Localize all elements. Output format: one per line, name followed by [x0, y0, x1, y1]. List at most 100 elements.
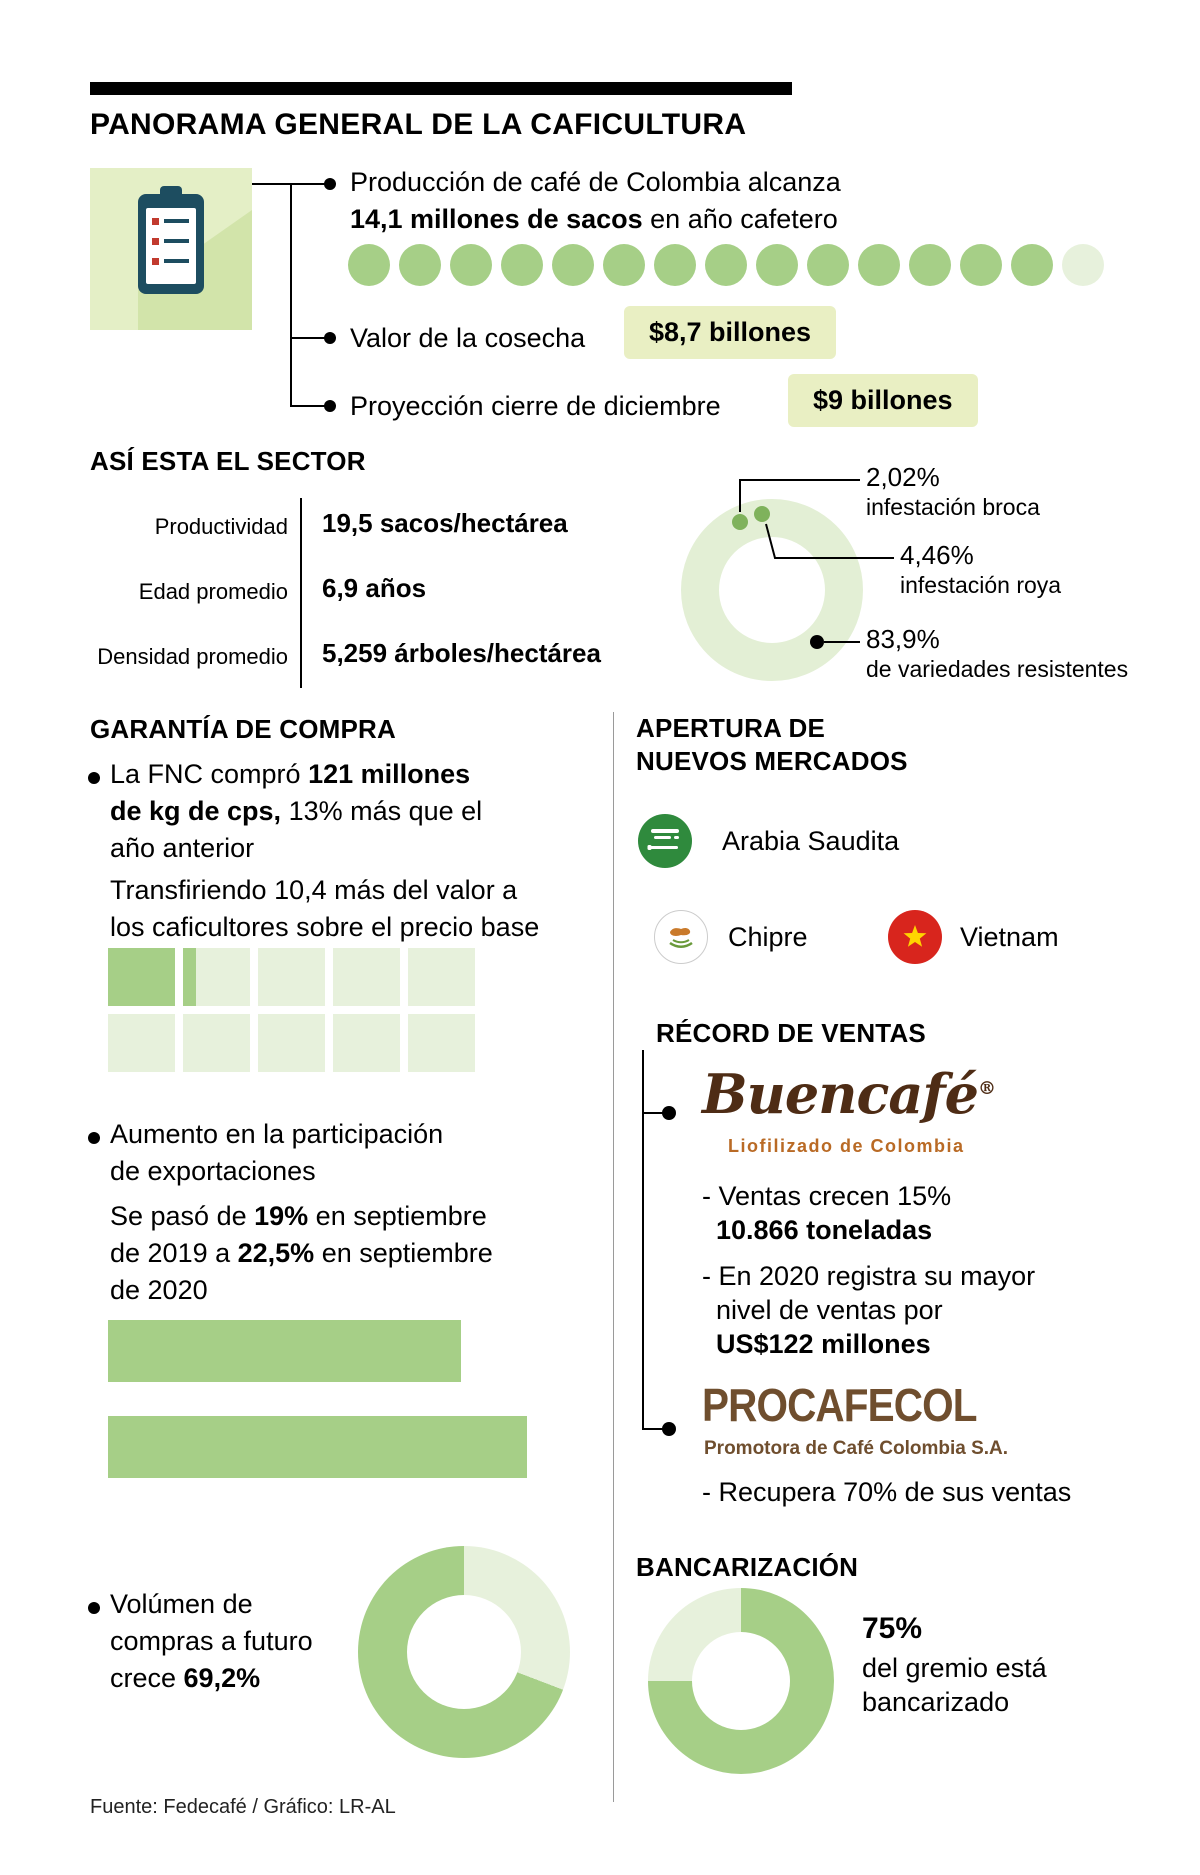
projection-pill: $9 billones	[788, 374, 978, 427]
exports-text: Aumento en la participación de exportaci…	[110, 1119, 444, 1186]
bullet-dot	[324, 400, 336, 412]
production-dot	[807, 244, 849, 286]
sector-donut-chart	[681, 479, 894, 681]
banking-label-line2: bancarizado	[862, 1687, 1010, 1717]
production-dot	[654, 244, 696, 286]
header-rule	[90, 82, 792, 95]
table-row-label: Densidad promedio	[97, 644, 288, 669]
table-row-label: Edad promedio	[138, 579, 288, 604]
connector-line	[642, 1428, 668, 1430]
table-row-value: 6,9 años	[322, 573, 427, 603]
bullet-dot	[662, 1422, 676, 1436]
donut-hole	[407, 1595, 521, 1709]
waffle-chart	[108, 948, 475, 1072]
waffle-cell	[333, 1014, 400, 1072]
waffle-cell	[183, 1014, 250, 1072]
futures-donut	[358, 1546, 570, 1758]
production-dot	[501, 244, 543, 286]
bullet-dot	[88, 1602, 100, 1614]
production-value: 14,1 millones de sacos	[350, 204, 643, 234]
vietnam-flag-icon	[888, 910, 942, 964]
production-dot	[348, 244, 390, 286]
procafecol-logo: PROCAFECOL	[702, 1379, 977, 1431]
saudi-arabia-flag-icon	[638, 814, 692, 868]
waffle-cell	[408, 948, 475, 1006]
report-clipboard-icon	[90, 168, 252, 330]
production-dot	[552, 244, 594, 286]
callout-roya-label: infestación roya	[900, 572, 1062, 598]
production-dot	[1011, 244, 1053, 286]
connector-line	[290, 337, 326, 339]
callout-broca-value: 2,02%	[866, 462, 940, 492]
sector-heading: ASÍ ESTA EL SECTOR	[90, 446, 366, 476]
transfer-text: Transfiriendo 10,4 más del valor a los c…	[110, 875, 540, 942]
bullet-dot	[324, 332, 336, 344]
banking-label-line1: del gremio está	[862, 1653, 1047, 1683]
production-dot	[603, 244, 645, 286]
waffle-cell	[408, 1014, 475, 1072]
buencafe-sales-tons: 10.866 toneladas	[716, 1215, 933, 1245]
callout-resistentes-value: 83,9%	[866, 624, 940, 654]
production-dot	[858, 244, 900, 286]
registered-mark: ®	[977, 1078, 996, 1099]
buencafe-logo: Buencafé®	[702, 1062, 996, 1126]
production-dot	[705, 244, 747, 286]
production-dot	[756, 244, 798, 286]
production-dot-row	[348, 244, 1104, 286]
source-credit: Fuente: Fedecafé / Gráfico: LR-AL	[90, 1796, 396, 1818]
buencafe-sales-value: US$122 millones	[716, 1329, 931, 1359]
production-line2-rest: en año cafetero	[642, 204, 838, 234]
connector-line	[642, 1112, 668, 1114]
production-dot	[1062, 244, 1104, 286]
banking-value: 75%	[862, 1612, 923, 1645]
waffle-cell	[108, 1014, 175, 1072]
bancarizacion-heading: BANCARIZACIÓN	[636, 1552, 859, 1582]
table-divider	[300, 498, 302, 688]
table-row-value: 5,259 árboles/hectárea	[322, 638, 601, 668]
bullet-dot	[324, 178, 336, 190]
connector-line	[642, 1050, 644, 1430]
procafecol-sales-line: - Recupera 70% de sus ventas	[702, 1477, 1072, 1507]
cyprus-flag-icon	[654, 910, 708, 964]
bullet-dot	[88, 1132, 100, 1144]
connector-line	[290, 405, 326, 407]
donut-hole	[692, 1632, 790, 1730]
waffle-cell	[333, 948, 400, 1006]
export-bar	[108, 1416, 527, 1478]
ventas-heading: RÉCORD DE VENTAS	[656, 1018, 926, 1048]
procafecol-tagline: Promotora de Café Colombia S.A.	[704, 1438, 1009, 1459]
mercados-heading: APERTURA DE NUEVOS MERCADOS	[636, 713, 908, 776]
connector-line	[252, 183, 326, 185]
projection-label: Proyección cierre de diciembre	[350, 391, 721, 421]
column-divider	[613, 712, 614, 1802]
export-bar	[108, 1320, 461, 1382]
buencafe-tagline: Liofilizado de Colombia	[728, 1136, 965, 1156]
buencafe-sales-line1: - Ventas crecen 15%	[702, 1181, 952, 1211]
production-text: Producción de café de Colombia alcanza 1…	[350, 164, 841, 238]
exports-detail-text: Se pasó de 19% en septiembre de 2019 a 2…	[110, 1201, 493, 1305]
harvest-value-pill: $8,7 billones	[624, 306, 837, 359]
harvest-value-label: Valor de la cosecha	[350, 323, 586, 353]
production-line1: Producción de café de Colombia alcanza	[350, 167, 841, 197]
table-row-label: Productividad	[154, 514, 288, 539]
buencafe-sales-line2b: nivel de ventas por	[716, 1295, 943, 1325]
waffle-cell	[183, 948, 250, 1006]
waffle-cell	[258, 948, 325, 1006]
futures-text: Volúmen de compras a futuro crece 69,2%	[110, 1589, 313, 1693]
banking-donut	[648, 1588, 834, 1774]
production-dot	[450, 244, 492, 286]
callout-broca-label: infestación broca	[866, 494, 1040, 520]
market-label: Vietnam	[960, 922, 1059, 952]
callout-resistentes-label: de variedades resistentes	[866, 656, 1129, 682]
connector-line	[290, 183, 292, 407]
bullet-dot	[88, 772, 100, 784]
production-dot	[399, 244, 441, 286]
fnc-purchase-text: La FNC compró 121 millones de kg de cps,…	[110, 759, 483, 863]
garantia-heading: GARANTÍA DE COMPRA	[90, 714, 396, 744]
page-title: PANORAMA GENERAL DE LA CAFICULTURA	[90, 108, 747, 141]
callout-roya-value: 4,46%	[900, 540, 974, 570]
waffle-cell	[258, 1014, 325, 1072]
bullet-dot	[662, 1106, 676, 1120]
production-dot	[960, 244, 1002, 286]
